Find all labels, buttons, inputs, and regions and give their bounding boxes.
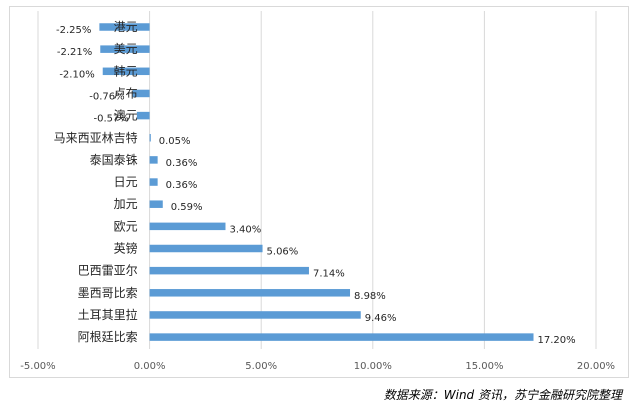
x-tick-label: -5.00% [20, 361, 55, 372]
bar [99, 23, 150, 31]
data-label: 0.59% [171, 202, 203, 213]
x-tick-label: 5.00% [245, 361, 277, 372]
bar [132, 89, 150, 98]
x-tick-label: 0.00% [134, 361, 166, 372]
category-label: 加元 [114, 197, 138, 211]
chart-frame: -5.00% 0.00% 5.00% 10.00% 15.00% 20.00% 港元 -2.2… [9, 6, 629, 378]
bar [149, 156, 158, 164]
data-label: 0.05% [159, 136, 191, 147]
x-tick-label: 15.00% [465, 361, 503, 372]
data-label: -0.76% [89, 91, 124, 102]
bar-chart: -5.00% 0.00% 5.00% 10.00% 15.00% 20.00% 港元 -2.2… [20, 11, 615, 372]
category-label: 土耳其里拉 [78, 307, 138, 322]
category-label: 巴西雷亚尔 [78, 263, 138, 278]
category-label: 澳元 [114, 109, 138, 123]
data-label: 17.20% [538, 335, 576, 346]
bar [149, 244, 263, 253]
data-label: 3.40% [229, 224, 261, 235]
bar [149, 222, 226, 231]
data-label: -0.57% [93, 114, 128, 125]
data-label: -2.10% [59, 69, 94, 80]
bar [100, 45, 150, 53]
category-label: 墨西哥比索 [78, 286, 138, 300]
bar [149, 333, 534, 341]
x-tick-label: 20.00% [577, 361, 615, 372]
data-label: 9.46% [365, 313, 397, 324]
data-label: -2.21% [57, 47, 92, 58]
bar [149, 266, 309, 275]
bar [149, 178, 158, 186]
data-label: 0.36% [166, 180, 198, 191]
bar [149, 200, 163, 208]
x-tick-label: 10.00% [354, 361, 392, 372]
category-label: 美元 [114, 42, 138, 56]
data-label: 0.36% [166, 158, 198, 169]
bar [136, 111, 150, 120]
category-label: 日元 [114, 175, 138, 189]
category-label: 阿根廷比索 [78, 330, 138, 344]
category-label: 马来西亚林吉特 [54, 130, 138, 145]
category-label: 欧元 [114, 219, 138, 233]
data-label: 7.14% [313, 269, 345, 280]
bar [149, 311, 361, 319]
source-note: 数据来源：Wind 资讯，苏宁金融研究院整理 [383, 388, 622, 402]
category-label: 韩元 [114, 63, 138, 78]
bar [149, 134, 151, 142]
category-label: 港元 [114, 20, 138, 34]
bar [102, 67, 150, 76]
data-label: 5.06% [267, 247, 299, 258]
bar [149, 289, 351, 297]
category-label: 英镑 [114, 241, 138, 256]
category-label: 卢布 [114, 85, 138, 100]
category-label: 泰国泰铢 [90, 152, 138, 167]
data-label: -2.25% [56, 25, 91, 36]
data-label: 8.98% [354, 291, 386, 302]
